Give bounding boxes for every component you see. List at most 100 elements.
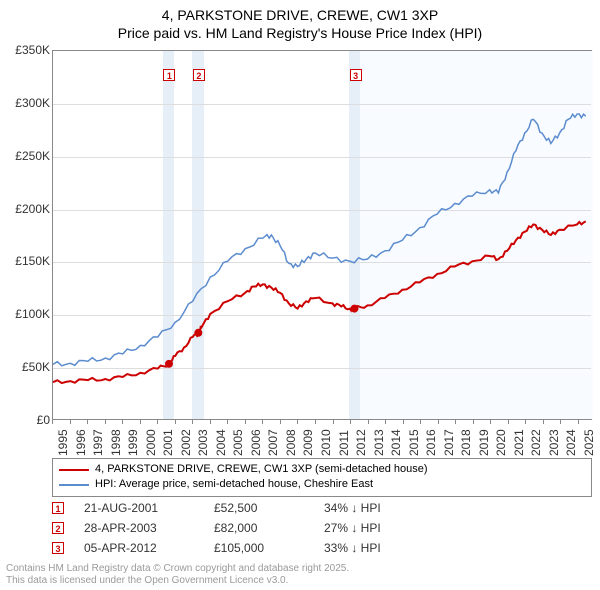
x-tick-mark	[157, 420, 158, 424]
y-tick-label: £150K	[0, 254, 50, 268]
x-tick-label: 2009	[301, 429, 315, 456]
x-tick-mark	[227, 420, 228, 424]
sale-dot	[351, 305, 359, 313]
attr-line1: Contains HM Land Registry data © Crown c…	[6, 563, 349, 575]
chart-plot-area: 1 2 3	[52, 50, 592, 420]
x-tick-label: 1996	[74, 429, 88, 456]
x-tick-label: 2020	[494, 429, 508, 456]
x-tick-mark	[350, 420, 351, 424]
x-tick-mark	[508, 420, 509, 424]
sale-diff: 33% ↓ HPI	[324, 541, 424, 555]
x-tick-label: 1998	[109, 429, 123, 456]
x-tick-label: 2023	[547, 429, 561, 456]
x-tick-label: 2000	[144, 429, 158, 456]
x-tick-mark	[333, 420, 334, 424]
chart-title-block: 4, PARKSTONE DRIVE, CREWE, CW1 3XP Price…	[0, 0, 600, 42]
x-tick-label: 2025	[582, 429, 596, 456]
x-tick-label: 2001	[161, 429, 175, 456]
x-tick-label: 2008	[284, 429, 298, 456]
sale-date: 05-APR-2012	[84, 541, 194, 555]
attr-line2: This data is licensed under the Open Gov…	[6, 575, 349, 587]
attribution: Contains HM Land Registry data © Crown c…	[6, 563, 349, 587]
x-tick-mark	[490, 420, 491, 424]
x-tick-mark	[473, 420, 474, 424]
x-tick-label: 2018	[459, 429, 473, 456]
x-tick-label: 2007	[266, 429, 280, 456]
x-tick-mark	[105, 420, 106, 424]
x-tick-label: 1999	[126, 429, 140, 456]
legend: 4, PARKSTONE DRIVE, CREWE, CW1 3XP (semi…	[52, 458, 592, 497]
x-tick-mark	[315, 420, 316, 424]
x-tick-label: 2014	[389, 429, 403, 456]
x-tick-label: 2004	[214, 429, 228, 456]
sale-marker-box: 1	[163, 69, 175, 81]
x-tick-mark	[52, 420, 53, 424]
x-tick-mark	[560, 420, 561, 424]
x-tick-label: 2021	[512, 429, 526, 456]
x-tick-label: 2017	[442, 429, 456, 456]
x-tick-label: 2013	[372, 429, 386, 456]
legend-swatch-price	[59, 469, 89, 471]
sale-dot	[194, 329, 202, 337]
x-tick-label: 1995	[56, 429, 70, 456]
x-tick-mark	[70, 420, 71, 424]
x-tick-mark	[262, 420, 263, 424]
x-tick-label: 2010	[319, 429, 333, 456]
legend-swatch-hpi	[59, 484, 89, 486]
x-tick-mark	[385, 420, 386, 424]
x-tick-mark	[420, 420, 421, 424]
x-tick-mark	[122, 420, 123, 424]
sale-row: 2 28-APR-2003 £82,000 27% ↓ HPI	[52, 518, 424, 538]
x-tick-mark	[403, 420, 404, 424]
chart-lines	[53, 51, 591, 419]
x-tick-label: 2012	[354, 429, 368, 456]
sale-marker-box: 2	[193, 69, 205, 81]
legend-text: HPI: Average price, semi-detached house,…	[95, 477, 373, 492]
x-tick-label: 2022	[529, 429, 543, 456]
y-tick-label: £200K	[0, 202, 50, 216]
series-price_paid	[53, 221, 586, 383]
sale-date: 21-AUG-2001	[84, 501, 194, 515]
x-tick-label: 2003	[196, 429, 210, 456]
x-tick-label: 2005	[231, 429, 245, 456]
x-tick-label: 1997	[91, 429, 105, 456]
sale-marker-box: 3	[350, 69, 362, 81]
x-tick-mark	[525, 420, 526, 424]
legend-item: 4, PARKSTONE DRIVE, CREWE, CW1 3XP (semi…	[59, 462, 585, 477]
x-tick-mark	[245, 420, 246, 424]
x-tick-mark	[175, 420, 176, 424]
x-tick-mark	[438, 420, 439, 424]
sale-row: 3 05-APR-2012 £105,000 33% ↓ HPI	[52, 538, 424, 558]
y-tick-label: £50K	[0, 360, 50, 374]
sale-marker-icon: 3	[52, 542, 64, 554]
sale-row: 1 21-AUG-2001 £52,500 34% ↓ HPI	[52, 498, 424, 518]
x-tick-mark	[368, 420, 369, 424]
sale-dot	[165, 360, 173, 368]
x-tick-label: 2011	[337, 430, 351, 456]
x-tick-mark	[297, 420, 298, 424]
x-tick-label: 2019	[477, 429, 491, 456]
x-tick-mark	[578, 420, 579, 424]
x-tick-label: 2016	[424, 429, 438, 456]
x-tick-label: 2015	[407, 429, 421, 456]
y-tick-label: £0	[0, 413, 50, 427]
sale-marker-icon: 2	[52, 522, 64, 534]
x-tick-label: 2024	[564, 429, 578, 456]
y-tick-label: £350K	[0, 43, 50, 57]
legend-item: HPI: Average price, semi-detached house,…	[59, 477, 585, 492]
x-tick-mark	[210, 420, 211, 424]
x-tick-mark	[192, 420, 193, 424]
y-tick-label: £100K	[0, 307, 50, 321]
series-hpi	[53, 114, 586, 366]
sale-price: £52,500	[214, 501, 304, 515]
sale-marker-icon: 1	[52, 502, 64, 514]
sale-price: £105,000	[214, 541, 304, 555]
x-tick-mark	[543, 420, 544, 424]
x-tick-label: 2006	[249, 429, 263, 456]
legend-text: 4, PARKSTONE DRIVE, CREWE, CW1 3XP (semi…	[95, 462, 428, 477]
sale-date: 28-APR-2003	[84, 521, 194, 535]
sale-price: £82,000	[214, 521, 304, 535]
sale-diff: 27% ↓ HPI	[324, 521, 424, 535]
title-line-2: Price paid vs. HM Land Registry's House …	[0, 24, 600, 42]
x-tick-mark	[280, 420, 281, 424]
